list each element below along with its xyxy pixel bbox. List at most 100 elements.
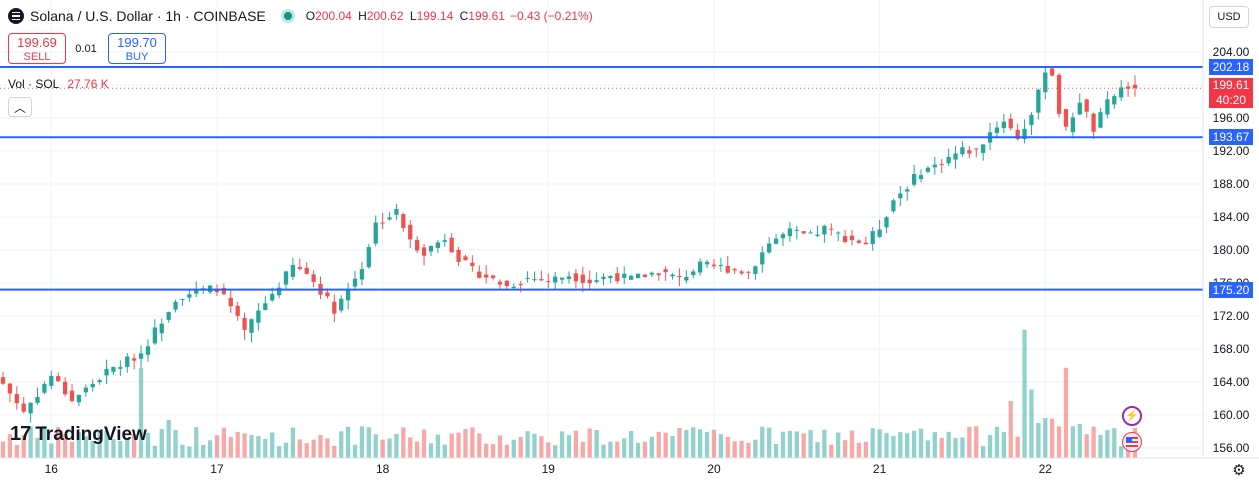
settings-gear-icon[interactable]: ⚙ [1232,462,1246,479]
candle-body [580,274,585,283]
candle-body [891,200,896,212]
volume-bar [1070,426,1076,458]
candle-body [856,240,862,243]
volume-bar [125,437,130,458]
candle-body [518,283,523,285]
price-tick-label: 188.00 [1213,177,1250,191]
volume-bar [477,433,482,458]
volume-bar [760,426,765,458]
volume-bar [1043,417,1048,458]
candle-body [111,367,116,372]
time-tick-label: 21 [873,462,887,476]
volume-bar [90,441,95,458]
volume-bar [97,430,102,458]
candle-body [608,276,613,279]
volume-bar [981,446,986,458]
candle-body [801,231,806,234]
horizontal-lines [0,66,1203,291]
volume-bar [994,426,1000,458]
volume-bar [463,429,468,458]
candle-body [1125,86,1131,89]
candle-body [587,279,592,284]
volume-bar [532,433,537,458]
candle-body [911,173,917,185]
candle-body [180,298,185,300]
volume-bar [573,430,579,458]
market-status-icon[interactable] [283,12,292,20]
volume-bar [1056,426,1062,458]
symbol-title[interactable]: Solana / U.S. Dollar · 1h · COINBASE [30,8,266,24]
candle-body [559,277,565,280]
candle-body [829,228,834,230]
currency-button[interactable]: USD [1209,6,1249,28]
candle-body [532,279,537,281]
candle-body [311,274,316,282]
candle-body [898,193,903,199]
volume-bar [504,444,510,458]
candle-body [152,327,157,344]
volume-bar [228,437,233,458]
volume-bar [256,436,261,458]
candle-body [822,225,827,235]
volume-bar [1112,428,1117,458]
low-value: 199.14 [416,9,454,23]
candle-body [539,279,544,281]
candle-body [849,235,855,241]
volume-bar [905,433,910,458]
volume-bar [111,439,116,458]
volume-bar [304,443,309,458]
candle-body [325,292,330,297]
candle-body [981,144,986,153]
volume-bar [332,445,337,458]
volume-bar [1063,367,1069,458]
volume-bar [373,434,378,458]
volume-bar [325,438,330,458]
volume-bar [263,438,268,458]
candle-body [594,280,599,282]
volume-bar [173,430,178,458]
us-flag-icon[interactable] [1122,432,1142,452]
sell-button[interactable]: 199.69 SELL [8,33,66,64]
volume-bar [829,444,834,458]
volume-bar [684,429,689,458]
candle-body [373,222,378,244]
volume-bar [1105,430,1110,458]
volume-bar [380,439,385,458]
candle-body [62,381,68,395]
logo-text: TradingView [35,423,147,445]
lightning-icon[interactable]: ⚡ [1122,406,1142,426]
buy-button[interactable]: 199.70 BUY [108,33,166,64]
volume-bar [290,427,296,458]
time-tick-label: 20 [707,462,721,476]
candle-body [173,301,178,310]
volume-bar [801,433,806,458]
volume-bar [339,431,344,458]
candle-body [787,228,793,237]
candle-body [994,127,1000,134]
volume-bar [615,441,620,458]
candle-body [725,265,730,273]
volume-bar [83,436,88,458]
tradingview-logo[interactable]: 17 TradingView [10,423,147,446]
volume-bar [159,428,164,458]
volume-bar [704,431,710,458]
candle-body [470,262,475,267]
candle-body [283,271,289,285]
volume-bar [49,443,54,458]
candle-body [1084,99,1089,112]
volume-bar [470,427,475,458]
candle-body [767,243,772,253]
volume-bar [608,441,613,458]
volume-bar [283,442,289,458]
buy-label: BUY [125,51,149,63]
candle-body [0,377,6,384]
line-label-mid: 193.67 [1209,129,1253,145]
open-value: 200.04 [315,9,352,23]
price-tick-label: 184.00 [1213,210,1250,224]
volume-legend[interactable]: Vol · SOL 27.76 K [8,77,109,91]
candle-body [235,305,240,316]
collapse-chevron-icon[interactable]: ︿ [8,97,32,117]
volume-bar [352,444,358,458]
volume-bar [152,445,157,458]
